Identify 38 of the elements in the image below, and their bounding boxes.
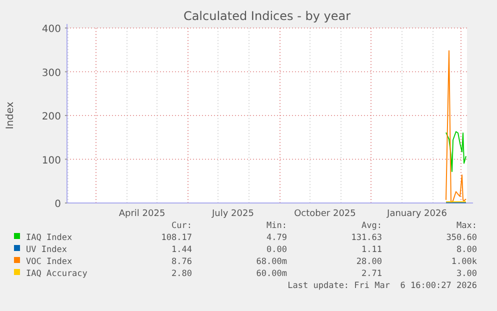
text: 350.60 [446, 233, 477, 243]
y-tick-label: 200 [42, 112, 61, 122]
legend-label: IAQ Accuracy [26, 269, 88, 279]
text: 1.00k [451, 257, 477, 267]
y-tick-label: 400 [42, 24, 61, 35]
x-tick-label: January 2026 [386, 209, 448, 219]
y-tick-label: 100 [42, 155, 61, 166]
x-tick-label: April 2025 [118, 209, 166, 219]
y-axis-title: Index [5, 102, 16, 130]
legend-label: VOC Index [26, 257, 72, 267]
text: 108.17 [161, 233, 192, 243]
y-tick-label: 300 [42, 68, 61, 79]
text: Max: [456, 221, 477, 231]
x-tick-label: October 2025 [294, 209, 356, 219]
chart-title: Calculated Indices - by year [183, 9, 351, 23]
text: 3.00 [456, 269, 477, 279]
text: 1.44 [172, 245, 192, 255]
text: Min: [266, 221, 287, 231]
x-tick-label: July 2025 [211, 209, 254, 219]
text: 60.00m [256, 269, 287, 279]
text: 1.11 [362, 245, 382, 255]
text: Avg: [362, 221, 382, 231]
text: 2.71 [362, 269, 382, 279]
line-series [446, 50, 466, 203]
text: 4.79 [266, 233, 287, 243]
legend-label: IAQ Index [26, 233, 72, 243]
line-series [446, 131, 466, 172]
text: 8.00 [456, 245, 477, 255]
text: 8.76 [172, 257, 192, 267]
text: 131.63 [351, 233, 382, 243]
text: 2.80 [172, 269, 192, 279]
text: Last update: Fri Mar 6 16:00:27 2026 [288, 281, 477, 291]
legend-label: UV Index [26, 245, 67, 255]
text: 0.00 [266, 245, 287, 255]
text: 68.00m [256, 257, 287, 267]
text: Cur: [172, 221, 192, 231]
y-tick-label: 0 [54, 199, 61, 210]
text: 28.00 [356, 257, 382, 267]
